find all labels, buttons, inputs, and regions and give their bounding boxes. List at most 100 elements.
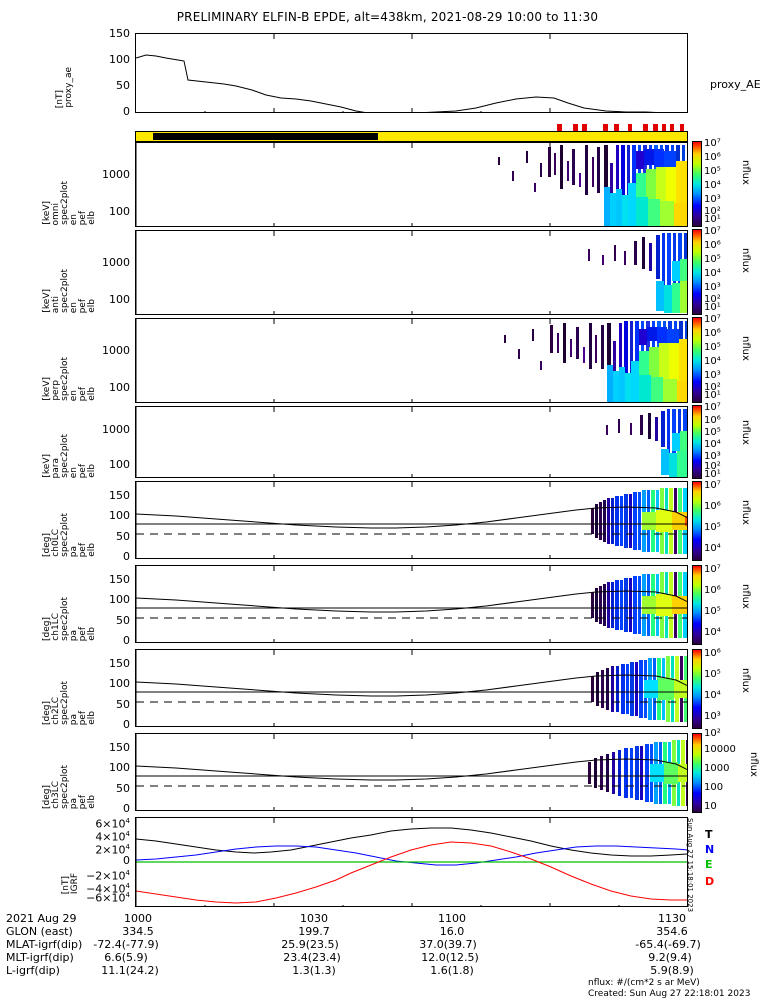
ytick: 1000 <box>102 423 130 436</box>
panel-en-perp[interactable] <box>135 318 688 403</box>
cb-label: 10⁷ <box>704 314 721 325</box>
colorbar-pa-ch2lc-labels: 10⁶ 10⁵ 10⁴ 10³ <box>704 649 744 729</box>
cb-label: 10⁵ <box>704 254 721 265</box>
cb-label: 10⁶ <box>704 415 721 426</box>
proxy-ae-right-label: proxy_AE <box>710 78 761 91</box>
cb-label: 10⁶ <box>704 240 721 251</box>
ytick-exponent: 4 <box>125 891 130 899</box>
cb-label: 10² <box>704 728 721 739</box>
cb-label: 10⁶ <box>704 328 721 339</box>
ytick: 100 <box>109 761 130 774</box>
bottom-row-label-mlt: MLT-igrf(dip) <box>6 951 74 964</box>
colorbar-pa-ch1lc-title: nflux <box>740 584 751 609</box>
ytick-label: −2×10 <box>86 869 126 883</box>
panel-proxy-ae-ylabel: proxy_ae [nT] <box>55 67 74 108</box>
pa-ch1lc-plot <box>136 566 687 642</box>
bottom-value: 1130 <box>658 912 686 925</box>
bottom-value: 16.0 <box>439 925 465 938</box>
cb-label: 10³ <box>704 194 721 205</box>
colorbar-en-perp <box>692 317 702 403</box>
panel-en-para[interactable] <box>135 406 688 478</box>
colorbar-pa-ch2lc-title: nflux <box>740 668 751 693</box>
ytick: 100 <box>109 381 130 394</box>
cb-label: 10¹ <box>704 214 721 225</box>
bottom-value: 6.6(5.9) <box>104 951 148 964</box>
colorbar-en-omni <box>692 141 702 227</box>
render-timestamp-vertical: Sun Aug 27 15:18:01 2023 <box>686 818 694 913</box>
page-title: PRELIMINARY ELFIN-B EPDE, alt=438km, 202… <box>176 10 599 24</box>
cb-label: 10² <box>704 382 721 393</box>
cb-label: 10⁶ <box>704 501 721 512</box>
status-bar-black-segment <box>152 133 379 140</box>
cb-label: 10¹ <box>704 469 721 480</box>
colorbar-en-perp-title: nflux <box>740 336 751 361</box>
cb-label: 10⁶ <box>704 585 721 596</box>
panel-en-omni[interactable] <box>135 142 688 227</box>
cb-label: 10⁶ <box>704 648 721 659</box>
status-bar-red-marks <box>557 124 684 131</box>
panel-pa-ch0lc[interactable] <box>135 481 688 559</box>
cb-label: 10¹ <box>704 390 721 401</box>
cb-label: 10² <box>704 206 721 217</box>
panel-pa-ch3lc[interactable] <box>135 733 688 811</box>
cb-label: 10⁷ <box>704 564 721 575</box>
panel-igrf[interactable] <box>135 817 688 907</box>
ytick: 1000 <box>102 256 130 269</box>
ytick: 100 <box>109 509 130 522</box>
bottom-value: 354.6 <box>656 925 688 938</box>
bottom-value: 5.9(8.9) <box>650 964 694 977</box>
ytick: 50 <box>116 79 130 92</box>
cb-label: 10⁵ <box>704 606 721 617</box>
ytick-exponent: 4 <box>125 830 130 838</box>
ytick-label: 4×10 <box>95 830 126 844</box>
cb-label: 10⁵ <box>704 427 721 438</box>
ytick-exponent: 4 <box>125 817 130 825</box>
cb-label: 10³ <box>704 282 721 293</box>
colorbar-en-para-title: nflux <box>740 420 751 445</box>
panel-en-anti[interactable] <box>135 230 688 315</box>
panel-pa-ch2lc[interactable] <box>135 649 688 727</box>
ytick: 0 <box>123 550 130 563</box>
ytick: 0 <box>123 634 130 647</box>
ytick: −2×104 <box>74 868 130 882</box>
cb-label: 10⁵ <box>704 166 721 177</box>
panel-pa-ch1lc[interactable] <box>135 565 688 643</box>
ytick: 150 <box>109 657 130 670</box>
en-perp-spectrogram <box>136 319 687 402</box>
ytick: 100 <box>109 677 130 690</box>
cb-label: 10⁴ <box>704 356 721 367</box>
igrf-legend-item-e: E <box>705 858 713 871</box>
bottom-value: -72.4(-77.9) <box>93 938 159 951</box>
cb-label: 10³ <box>704 451 721 462</box>
ytick: 100 <box>109 593 130 606</box>
cb-label: 10⁵ <box>704 669 721 680</box>
ytick: 50 <box>116 782 130 795</box>
cb-label: 10 <box>704 801 717 812</box>
ytick: 100 <box>109 458 130 471</box>
ytick: 0 <box>123 854 130 867</box>
bottom-row-label-glon: GLON (east) <box>6 925 73 938</box>
colorbar-pa-ch2lc <box>692 649 702 729</box>
pa-ch2lc-plot <box>136 650 687 726</box>
cb-label: 10⁷ <box>704 402 721 413</box>
ytick: 0 <box>123 718 130 731</box>
ytick-exponent: 4 <box>125 843 130 851</box>
ytick: 1000 <box>102 344 130 357</box>
cb-label: 10³ <box>704 711 721 722</box>
en-omni-spectrogram <box>136 143 687 226</box>
colorbar-pa-ch0lc <box>692 481 702 561</box>
ytick: 0 <box>123 105 130 118</box>
cb-label: 100 <box>704 782 724 793</box>
ytick: 1000 <box>102 168 130 181</box>
colorbar-pa-ch3lc <box>692 733 702 813</box>
ytick: 4×104 <box>74 829 130 843</box>
panel-proxy-ae[interactable] <box>135 33 688 113</box>
ytick-label: −6×10 <box>86 891 126 905</box>
colorbar-pa-ch1lc-labels: 10⁷ 10⁶ 10⁵ 10⁴ <box>704 565 744 645</box>
cb-label: 10000 <box>704 744 736 755</box>
bottom-value: 25.9(23.5) <box>281 938 339 951</box>
colorbar-pa-ch3lc-labels: 10² 10000 1000 100 10 <box>704 729 756 813</box>
bottom-value: 23.4(23.4) <box>283 951 341 964</box>
colorbar-pa-ch1lc <box>692 565 702 645</box>
bottom-value: 11.1(24.2) <box>101 964 159 977</box>
